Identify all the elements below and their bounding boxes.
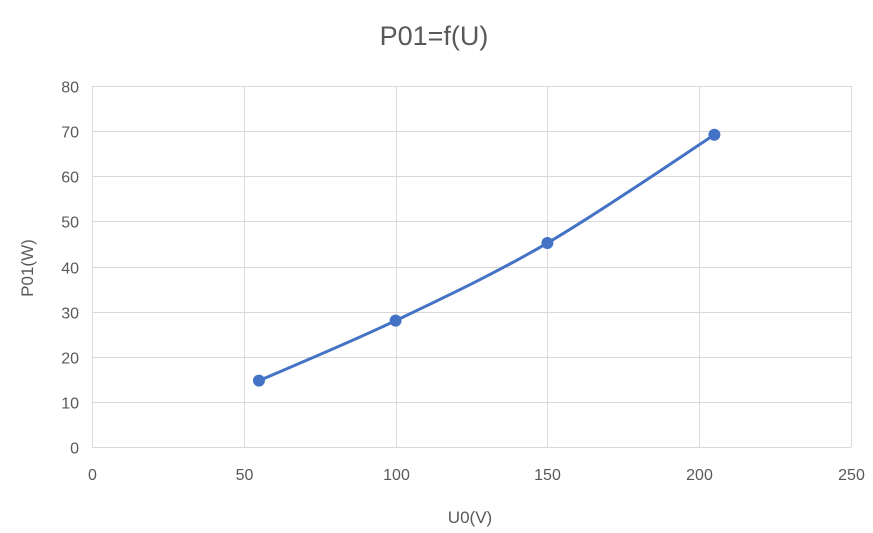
series-layer <box>252 128 721 387</box>
y-tick-label: 40 <box>61 261 79 278</box>
y-tick-label: 20 <box>61 351 79 368</box>
data-point <box>252 374 265 387</box>
tick-labels: 0 10 20 30 40 50 60 70 80 0 50 100 150 200 250 <box>61 80 865 485</box>
x-tick-label: 50 <box>236 467 254 484</box>
x-tick-label: 0 <box>88 467 97 484</box>
data-point <box>708 128 721 141</box>
x-tick-label: 250 <box>838 467 865 484</box>
y-tick-label: 70 <box>61 125 79 142</box>
y-tick-label: 30 <box>61 306 79 323</box>
y-tick-label: 0 <box>70 441 79 458</box>
x-tick-label: 200 <box>686 467 713 484</box>
y-tick-label: 60 <box>61 170 79 187</box>
x-tick-label: 150 <box>534 467 561 484</box>
chart-title: P01=f(U) <box>380 21 489 51</box>
series-line <box>257 133 716 383</box>
x-tick-label: 100 <box>383 467 410 484</box>
y-tick-label: 50 <box>61 215 79 232</box>
y-tick-label: 80 <box>61 80 79 97</box>
x-axis-label: U0(V) <box>448 508 492 527</box>
y-tick-label: 10 <box>61 396 79 413</box>
data-point <box>541 237 554 250</box>
data-point <box>389 314 402 327</box>
y-axis-label: P01(W) <box>18 239 37 297</box>
grid-layer <box>92 86 852 448</box>
